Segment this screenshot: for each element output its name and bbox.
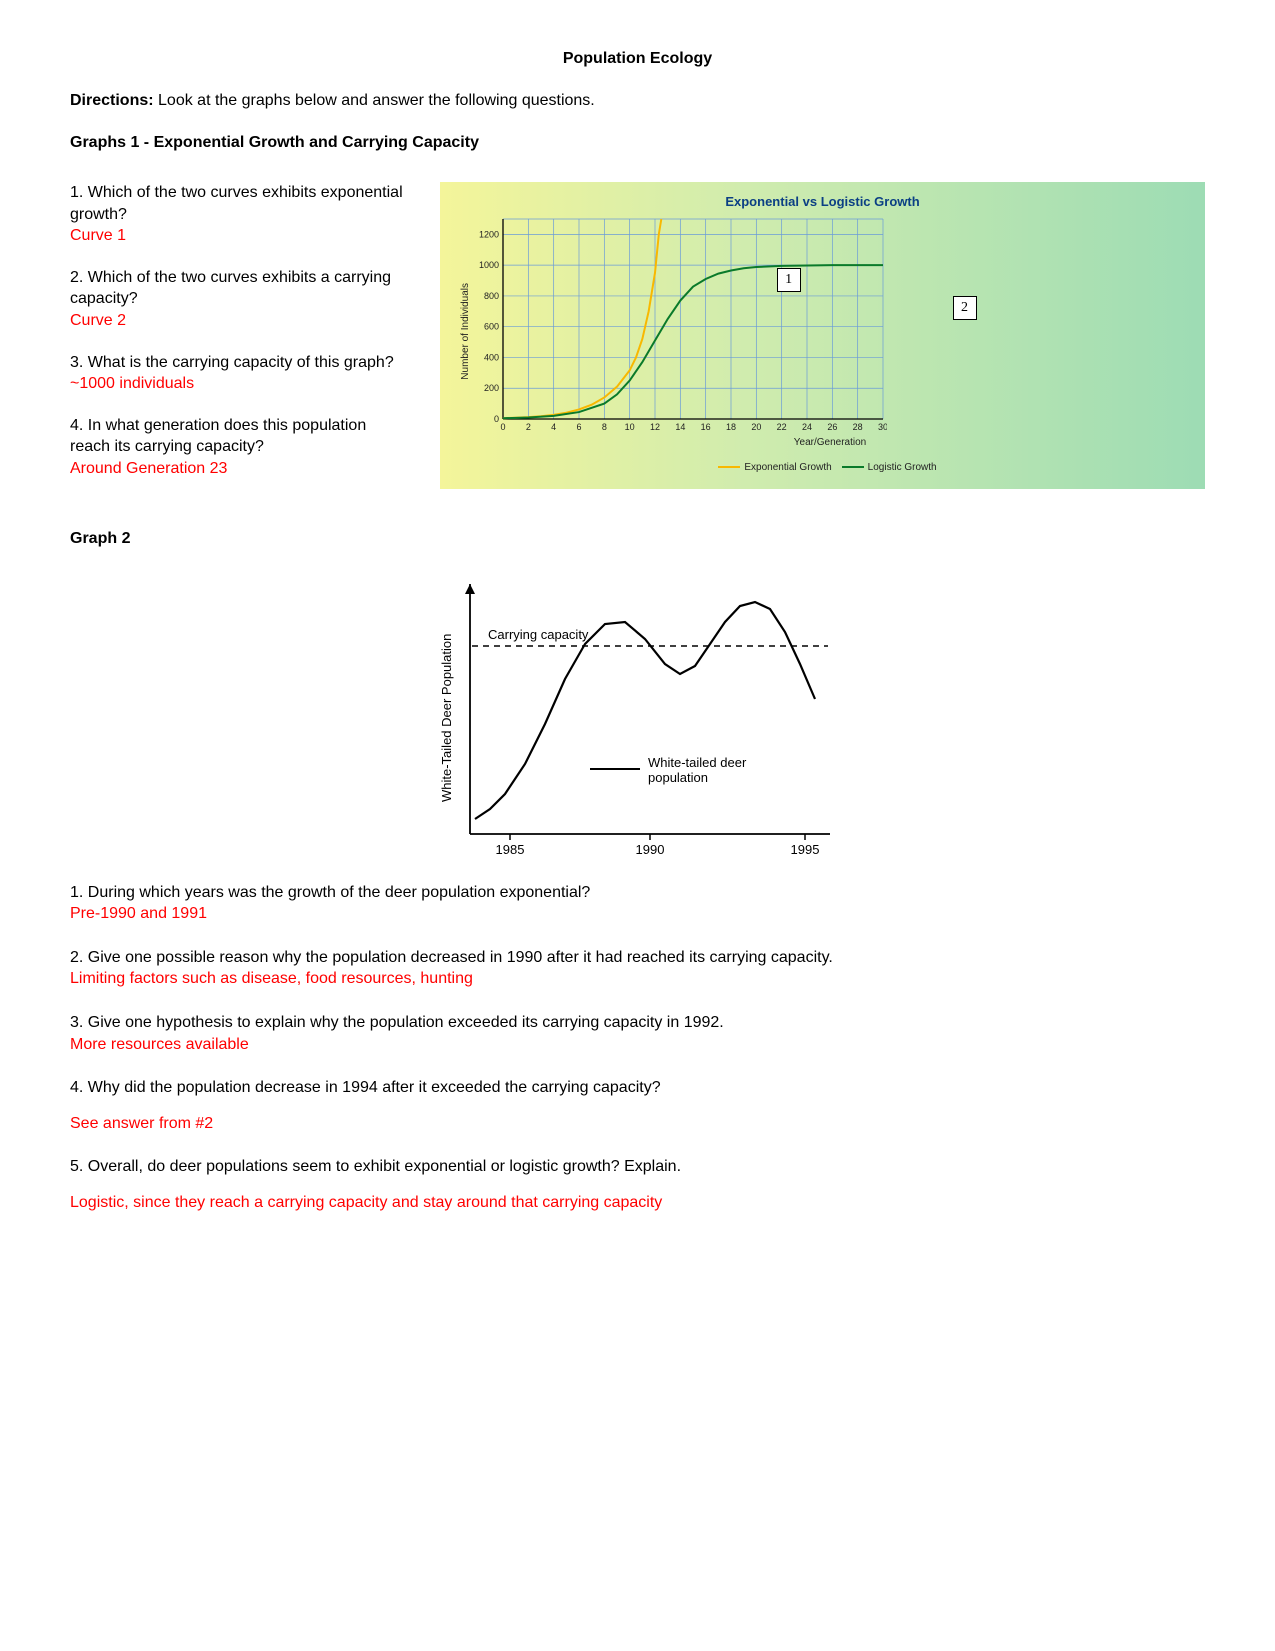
- section2-title: Graph 2: [70, 530, 1205, 548]
- svg-text:18: 18: [726, 422, 736, 432]
- svg-text:Carrying capacity: Carrying capacity: [488, 627, 589, 642]
- svg-text:16: 16: [701, 422, 711, 432]
- section1-qa: 1. Which of the two curves exhibits expo…: [70, 182, 410, 500]
- section1-title: Graphs 1 - Exponential Growth and Carryi…: [70, 134, 1205, 152]
- question: 1. Which of the two curves exhibits expo…: [70, 182, 410, 225]
- page-title: Population Ecology: [70, 50, 1205, 68]
- question: 5. Overall, do deer populations seem to …: [70, 1156, 1205, 1178]
- legend-label: Logistic Growth: [868, 462, 937, 473]
- svg-text:2: 2: [526, 422, 531, 432]
- qa-item: 3. What is the carrying capacity of this…: [70, 352, 410, 395]
- curve-label-box: 1: [777, 268, 801, 292]
- chart1-title: Exponential vs Logistic Growth: [460, 194, 1185, 209]
- svg-text:28: 28: [853, 422, 863, 432]
- qa-item: 2. Give one possible reason why the popu…: [70, 947, 1205, 990]
- answer: ~1000 individuals: [70, 375, 194, 392]
- svg-text:1985: 1985: [496, 842, 525, 857]
- legend-swatch: [718, 466, 740, 468]
- chart1: Exponential vs Logistic Growth Number of…: [440, 182, 1205, 489]
- qa-item: 3. Give one hypothesis to explain why th…: [70, 1012, 1205, 1055]
- directions-label: Directions:: [70, 92, 154, 109]
- svg-text:8: 8: [602, 422, 607, 432]
- section2-qa: 1. During which years was the growth of …: [70, 882, 1205, 1214]
- answer: See answer from #2: [70, 1113, 1205, 1135]
- question: 1. During which years was the growth of …: [70, 882, 1205, 904]
- svg-text:14: 14: [675, 422, 685, 432]
- svg-text:12: 12: [650, 422, 660, 432]
- answer: Logistic, since they reach a carrying ca…: [70, 1192, 1205, 1214]
- svg-text:800: 800: [484, 291, 499, 301]
- answer: Pre-1990 and 1991: [70, 903, 1205, 925]
- question: 2. Give one possible reason why the popu…: [70, 947, 1205, 969]
- svg-text:White-tailed deer: White-tailed deer: [648, 755, 747, 770]
- qa-item: 1. Which of the two curves exhibits expo…: [70, 182, 410, 247]
- svg-text:1990: 1990: [636, 842, 665, 857]
- svg-text:0: 0: [494, 414, 499, 424]
- qa-item: 2. Which of the two curves exhibits a ca…: [70, 267, 410, 332]
- question: 4. In what generation does this populati…: [70, 415, 410, 458]
- question: 4. Why did the population decrease in 19…: [70, 1077, 1205, 1099]
- legend-label: Exponential Growth: [744, 462, 831, 473]
- legend-swatch: [842, 466, 864, 468]
- qa-item: 5. Overall, do deer populations seem to …: [70, 1156, 1205, 1213]
- chart1-xlabel: Year/Generation: [475, 437, 1185, 448]
- answer: Curve 2: [70, 310, 410, 332]
- chart2: White-Tailed Deer Population Carrying ca…: [439, 578, 836, 858]
- answer: More resources available: [70, 1034, 1205, 1056]
- directions: Directions: Look at the graphs below and…: [70, 92, 1205, 110]
- svg-text:24: 24: [802, 422, 812, 432]
- question: 3. Give one hypothesis to explain why th…: [70, 1012, 1205, 1034]
- svg-text:4: 4: [551, 422, 556, 432]
- question: 3. What is the carrying capacity of this…: [70, 354, 394, 371]
- svg-text:10: 10: [625, 422, 635, 432]
- svg-text:1995: 1995: [791, 842, 820, 857]
- svg-text:30: 30: [878, 422, 887, 432]
- chart2-plot: Carrying capacity White-tailed deerpopula…: [460, 578, 836, 858]
- svg-text:1200: 1200: [479, 229, 499, 239]
- question: 2. Which of the two curves exhibits a ca…: [70, 267, 410, 310]
- svg-text:200: 200: [484, 383, 499, 393]
- svg-text:26: 26: [827, 422, 837, 432]
- svg-text:1000: 1000: [479, 260, 499, 270]
- svg-text:400: 400: [484, 352, 499, 362]
- directions-text: Look at the graphs below and answer the …: [154, 92, 595, 109]
- svg-text:20: 20: [751, 422, 761, 432]
- answer: Around Generation 23: [70, 458, 410, 480]
- svg-text:22: 22: [777, 422, 787, 432]
- answer: Limiting factors such as disease, food r…: [70, 968, 1205, 990]
- svg-text:population: population: [648, 770, 708, 785]
- chart1-plot: 0246810121416182022242628300200400600800…: [475, 215, 887, 435]
- chart1-legend: Exponential Growth Logistic Growth: [460, 462, 1185, 473]
- chart1-ylabel: Number of Individuals: [460, 283, 471, 380]
- qa-item: 4. In what generation does this populati…: [70, 415, 410, 480]
- qa-item: 1. During which years was the growth of …: [70, 882, 1205, 925]
- chart2-ylabel: White-Tailed Deer Population: [439, 578, 454, 858]
- qa-item: 4. Why did the population decrease in 19…: [70, 1077, 1205, 1134]
- svg-text:600: 600: [484, 322, 499, 332]
- answer: Curve 1: [70, 225, 410, 247]
- svg-text:0: 0: [500, 422, 505, 432]
- svg-text:6: 6: [576, 422, 581, 432]
- curve-label-box: 2: [953, 296, 977, 320]
